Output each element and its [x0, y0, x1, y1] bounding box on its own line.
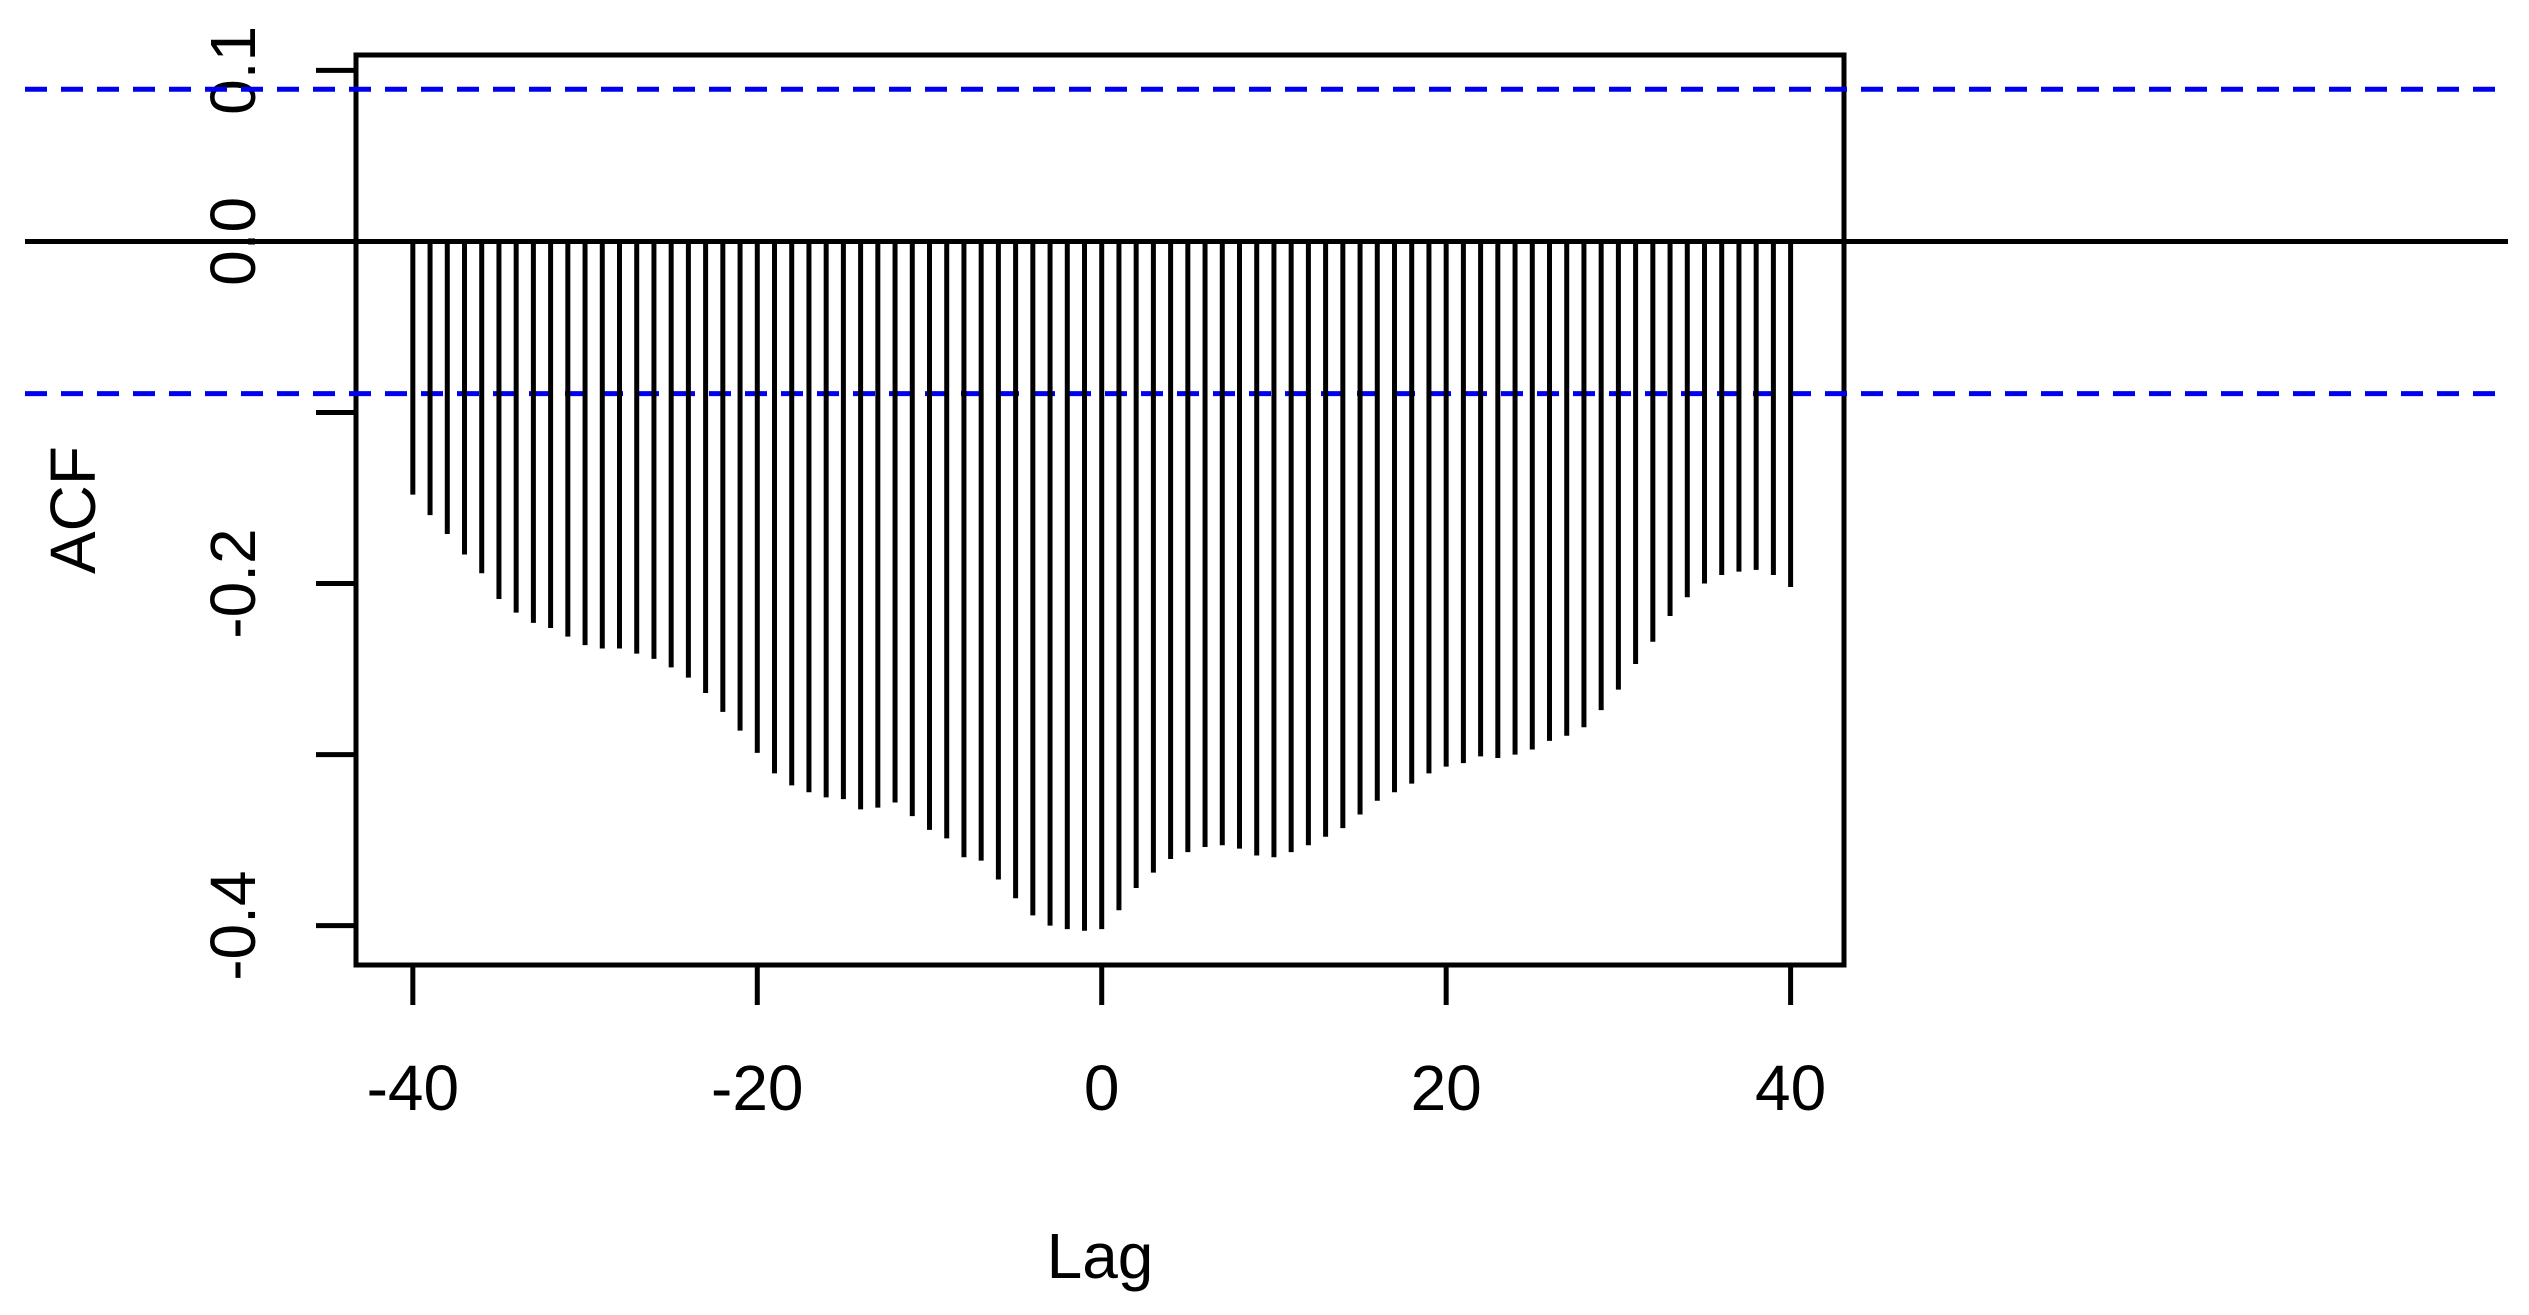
x-tick-label: 40 — [1755, 1052, 1826, 1124]
y-tick-label: 0.1 — [197, 26, 269, 115]
x-tick-label: -40 — [367, 1052, 460, 1124]
y-tick-label: -0.4 — [197, 871, 269, 981]
x-tick-label: -20 — [711, 1052, 804, 1124]
x-tick-label: 0 — [1084, 1052, 1120, 1124]
x-axis-label: Lag — [1047, 1220, 1154, 1292]
x-tick-label: 20 — [1411, 1052, 1482, 1124]
y-tick-label: -0.2 — [197, 528, 269, 638]
y-axis-label: ACF — [37, 446, 109, 574]
